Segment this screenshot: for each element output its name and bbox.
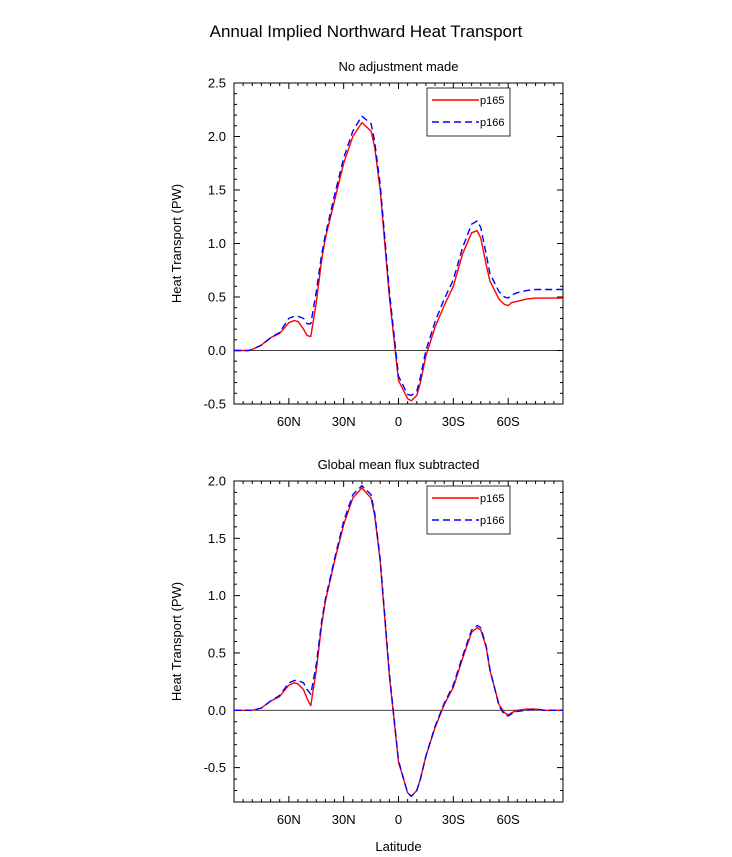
y-tick-label: 2.0 [208,129,226,144]
y-tick-label: 1.0 [208,236,226,251]
panel-title: Global mean flux subtracted [318,457,480,472]
y-tick-label: 1.5 [208,183,226,198]
y-tick-label: 2.5 [208,76,226,91]
plot-frame [233,480,564,803]
y-tick-label: -0.5 [204,760,226,775]
y-tick-label: 0.0 [208,703,226,718]
x-tick-label: 30N [332,414,356,429]
legend-label-p166: p166 [480,117,504,129]
y-tick-label: 0.0 [208,343,226,358]
plot-frame [233,82,564,405]
legend-box [426,485,511,535]
y-tick-label: 2.0 [208,474,226,489]
legend-label-p166: p166 [480,515,504,527]
y-tick-label: 1.0 [208,588,226,603]
legend-box [426,87,511,137]
y-axis-title: Heat Transport (PW) [169,184,184,303]
x-tick-label: 0 [395,414,402,429]
y-tick-label: 0.5 [208,290,226,305]
x-axis-title: Latitude [375,839,421,854]
x-tick-label: 0 [395,812,402,827]
x-tick-label: 30S [442,414,465,429]
x-tick-label: 60S [497,414,520,429]
y-tick-label: 0.5 [208,645,226,660]
x-tick-label: 60N [277,414,301,429]
chart-panel-2 [233,480,564,803]
x-tick-label: 30N [332,812,356,827]
y-axis-title: Heat Transport (PW) [169,582,184,701]
chart-panel-1 [233,82,564,405]
y-tick-label: -0.5 [204,397,226,412]
x-tick-label: 60S [497,812,520,827]
series-line-p166 [234,484,563,797]
y-tick-label: 1.5 [208,531,226,546]
figure-title: Annual Implied Northward Heat Transport [209,22,523,41]
series-line-p165 [234,121,563,402]
series-line-p165 [234,487,563,797]
series-line-p166 [234,115,563,397]
legend-label-p165: p165 [480,95,504,107]
x-tick-label: 60N [277,812,301,827]
legend-label-p165: p165 [480,493,504,505]
x-tick-label: 30S [442,812,465,827]
panel-title: No adjustment made [339,59,459,74]
